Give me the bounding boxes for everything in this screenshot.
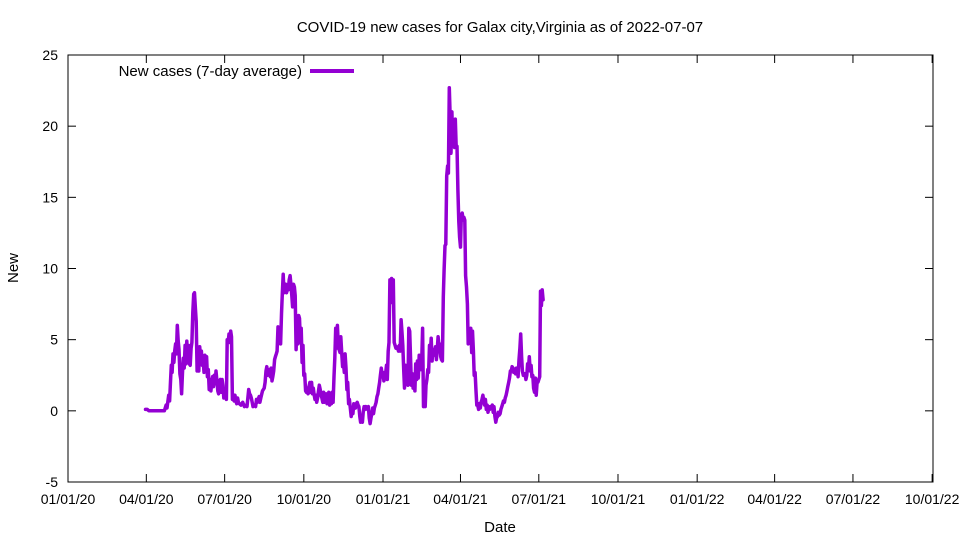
x-tick-label: 10/01/22 [905,491,960,507]
x-tick-label: 07/01/20 [197,491,252,507]
y-tick-label: 5 [50,332,58,348]
y-axis: -5 0 5 10 15 20 25 [42,47,933,490]
x-tick-label: 07/01/22 [826,491,881,507]
x-tick-label: 01/01/22 [670,491,725,507]
x-tick-label: 10/01/20 [277,491,332,507]
y-tick-label: -5 [46,474,59,490]
x-tick-label: 10/01/21 [591,491,646,507]
plot-frame [67,54,934,483]
y-axis-label: New [5,253,22,283]
x-tick-label: 01/01/20 [41,491,96,507]
legend: New cases (7-day average) [119,63,354,80]
series-line [143,85,545,426]
x-axis-label: Date [484,519,516,536]
y-tick-label: 25 [42,47,58,63]
x-tick-label: 04/01/21 [433,491,488,507]
x-axis: 01/01/20 04/01/20 07/01/20 10/01/20 01/01/21… [41,55,960,507]
x-tick-label: 04/01/22 [747,491,802,507]
y-tick-label: 20 [42,118,58,134]
x-tick-label: 01/01/21 [356,491,411,507]
y-tick-label: 10 [42,261,58,277]
x-tick-label: 07/01/21 [512,491,567,507]
y-tick-label: 15 [42,189,58,205]
chart-title: COVID-19 new cases for Galax city,Virgin… [297,19,703,36]
y-tick-label: 0 [50,403,58,419]
legend-label: New cases (7-day average) [119,63,302,80]
series-layer [143,85,545,426]
x-tick-label: 04/01/20 [119,491,174,507]
